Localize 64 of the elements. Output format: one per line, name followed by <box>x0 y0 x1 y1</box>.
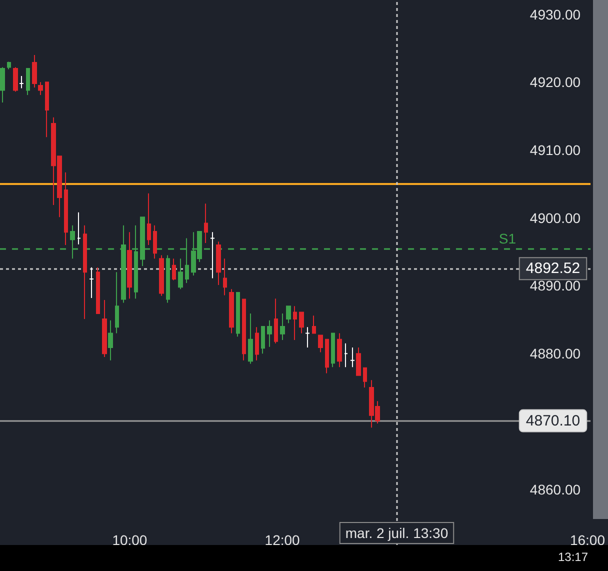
candlestick <box>318 334 323 353</box>
candlestick <box>32 54 37 88</box>
candlestick <box>153 224 157 260</box>
candlestick <box>13 66 18 92</box>
candlestick <box>19 76 24 89</box>
candlestick <box>325 338 329 374</box>
ref-line-label: 4870.10 <box>526 412 580 430</box>
candlestick <box>261 326 265 354</box>
candlestick <box>178 258 183 290</box>
candlestick <box>77 212 81 245</box>
candlestick <box>293 306 297 341</box>
candlestick <box>127 232 132 300</box>
x-tick-label: 12:00 <box>264 532 300 548</box>
candlestick <box>299 312 304 334</box>
candlestick <box>96 266 100 314</box>
candlestick <box>350 346 355 368</box>
x-tick-label: 10:00 <box>112 532 148 548</box>
ref-line-label: mar. 2 juil. 13:30 <box>345 525 448 541</box>
candlestick <box>83 224 87 320</box>
candlestick <box>312 315 316 334</box>
candlestick <box>236 292 240 338</box>
candlestick <box>331 332 335 368</box>
candlestick <box>242 298 246 361</box>
candlestick <box>166 254 170 304</box>
candlestick <box>89 266 94 298</box>
candlestick <box>26 68 30 96</box>
candlestick <box>229 288 234 334</box>
candlestick <box>280 313 285 341</box>
candlestick <box>102 299 107 358</box>
ref-line-label: 4892.52 <box>526 260 580 278</box>
candlestick <box>172 258 176 281</box>
candlestick <box>45 82 49 138</box>
candlestick <box>223 258 227 296</box>
candlestick <box>159 254 164 296</box>
candlestick <box>305 326 310 348</box>
candlestick <box>108 320 113 361</box>
candlestick <box>363 367 367 388</box>
y-tick-label: 4890.00 <box>530 278 581 294</box>
candlestick <box>0 66 5 103</box>
candlestick <box>344 342 348 368</box>
y-tick-label: 4860.00 <box>530 481 581 498</box>
candlestick <box>210 232 215 279</box>
candlestick <box>356 346 361 376</box>
candlestick <box>147 192 151 246</box>
text: 13:17 <box>558 550 588 564</box>
candlestick <box>204 203 208 244</box>
candlestick <box>7 61 11 70</box>
candlestick <box>64 172 68 246</box>
y-tick-label: 4900.00 <box>530 210 581 226</box>
candlestick <box>255 326 259 361</box>
candlestick <box>115 272 119 334</box>
candlestick <box>216 241 221 286</box>
y-tick-label: 4920.00 <box>530 74 581 90</box>
y-tick-label: 4930.00 <box>530 6 581 22</box>
x-tick-label: 16:00 <box>570 532 606 548</box>
ref-line-label: S1 <box>498 230 516 246</box>
candlestick <box>248 313 253 364</box>
y-tick-label: 4880.00 <box>530 346 581 362</box>
candlestick <box>286 306 291 324</box>
candlestick <box>38 82 43 96</box>
candlestick <box>337 332 342 368</box>
candlestick <box>267 320 272 348</box>
candlestick <box>274 298 278 344</box>
y-tick-label: 4910.00 <box>530 142 581 158</box>
